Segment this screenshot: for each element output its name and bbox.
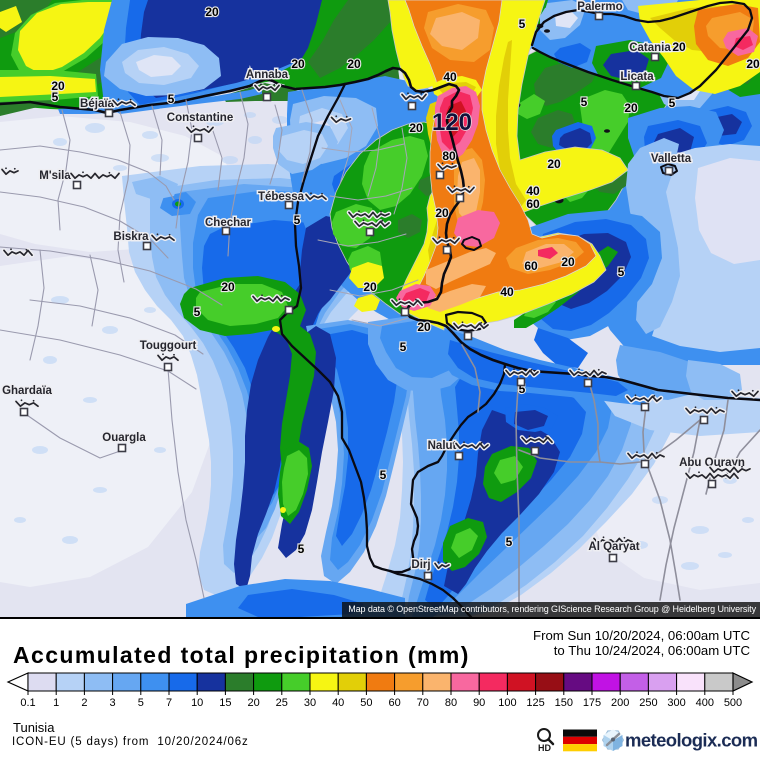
svg-text:15: 15 xyxy=(219,697,231,709)
svg-text:HD: HD xyxy=(538,743,551,753)
svg-text:5: 5 xyxy=(294,213,301,227)
svg-text:60: 60 xyxy=(388,697,400,709)
svg-text:Licata: Licata xyxy=(620,71,654,83)
svg-text:20: 20 xyxy=(347,57,361,71)
svg-text:7: 7 xyxy=(166,697,172,709)
svg-text:40: 40 xyxy=(332,697,344,709)
svg-text:80: 80 xyxy=(442,149,456,163)
svg-text:60: 60 xyxy=(524,259,538,273)
svg-text:5: 5 xyxy=(138,697,144,709)
svg-text:20: 20 xyxy=(547,157,561,171)
svg-text:5: 5 xyxy=(400,340,407,354)
svg-text:Biskra: Biskra xyxy=(113,231,149,243)
svg-text:Nalut: Nalut xyxy=(428,440,457,452)
svg-text:20: 20 xyxy=(561,255,575,269)
svg-text:0.1: 0.1 xyxy=(20,697,35,709)
svg-text:Al Qaryat: Al Qaryat xyxy=(588,541,639,553)
svg-text:20: 20 xyxy=(363,280,377,294)
svg-text:5: 5 xyxy=(194,305,201,319)
svg-text:Ghardaïa: Ghardaïa xyxy=(2,385,52,397)
svg-text:Tébessa: Tébessa xyxy=(258,191,305,203)
svg-text:25: 25 xyxy=(276,697,288,709)
svg-text:125: 125 xyxy=(526,697,544,709)
svg-text:300: 300 xyxy=(667,697,685,709)
svg-text:60: 60 xyxy=(526,197,540,211)
svg-text:Constantine: Constantine xyxy=(167,112,233,124)
svg-text:10: 10 xyxy=(191,697,203,709)
svg-text:40: 40 xyxy=(500,285,514,299)
svg-text:5: 5 xyxy=(298,542,305,556)
svg-text:5: 5 xyxy=(618,265,625,279)
svg-text:3: 3 xyxy=(110,697,116,709)
svg-text:20: 20 xyxy=(221,280,235,294)
svg-text:Palermo: Palermo xyxy=(577,1,622,13)
svg-text:20: 20 xyxy=(435,206,449,220)
svg-text:Annaba: Annaba xyxy=(246,69,289,81)
svg-text:Béjaïa: Béjaïa xyxy=(80,98,114,110)
svg-text:20: 20 xyxy=(417,320,431,334)
svg-text:20: 20 xyxy=(247,697,259,709)
svg-text:5: 5 xyxy=(380,468,387,482)
svg-text:175: 175 xyxy=(583,697,601,709)
svg-text:Ouargla: Ouargla xyxy=(102,432,146,444)
svg-text:1: 1 xyxy=(53,697,59,709)
svg-text:400: 400 xyxy=(696,697,714,709)
svg-text:50: 50 xyxy=(360,697,372,709)
svg-text:Dirj: Dirj xyxy=(411,559,430,571)
svg-text:5: 5 xyxy=(519,382,526,396)
svg-text:500: 500 xyxy=(724,697,742,709)
svg-text:250: 250 xyxy=(639,697,657,709)
svg-text:Chechar: Chechar xyxy=(205,217,252,229)
svg-text:20: 20 xyxy=(291,57,305,71)
svg-text:Touggourt: Touggourt xyxy=(140,340,197,352)
svg-text:20: 20 xyxy=(672,40,686,54)
svg-text:2: 2 xyxy=(81,697,87,709)
svg-text:20: 20 xyxy=(624,101,638,115)
svg-text:20: 20 xyxy=(51,79,65,93)
svg-text:20: 20 xyxy=(205,5,219,19)
svg-text:70: 70 xyxy=(417,697,429,709)
svg-text:40: 40 xyxy=(526,184,540,198)
svg-text:200: 200 xyxy=(611,697,629,709)
svg-text:Abu Qurayn: Abu Qurayn xyxy=(679,457,745,469)
svg-text:5: 5 xyxy=(581,95,588,109)
svg-text:5: 5 xyxy=(519,17,526,31)
svg-text:5: 5 xyxy=(168,92,175,106)
svg-text:5: 5 xyxy=(52,90,59,104)
svg-text:80: 80 xyxy=(445,697,457,709)
svg-text:Valletta: Valletta xyxy=(651,153,692,165)
svg-text:30: 30 xyxy=(304,697,316,709)
svg-text:Catania: Catania xyxy=(629,42,671,54)
svg-text:40: 40 xyxy=(443,70,457,84)
svg-text:meteologix.com: meteologix.com xyxy=(625,730,757,751)
svg-text:5: 5 xyxy=(506,535,513,549)
svg-text:120: 120 xyxy=(432,109,472,136)
svg-text:100: 100 xyxy=(498,697,516,709)
svg-text:150: 150 xyxy=(555,697,573,709)
svg-text:5: 5 xyxy=(669,96,676,110)
svg-text:20: 20 xyxy=(409,121,423,135)
svg-text:90: 90 xyxy=(473,697,485,709)
svg-text:20: 20 xyxy=(746,57,760,71)
svg-text:M'sila: M'sila xyxy=(39,170,71,182)
